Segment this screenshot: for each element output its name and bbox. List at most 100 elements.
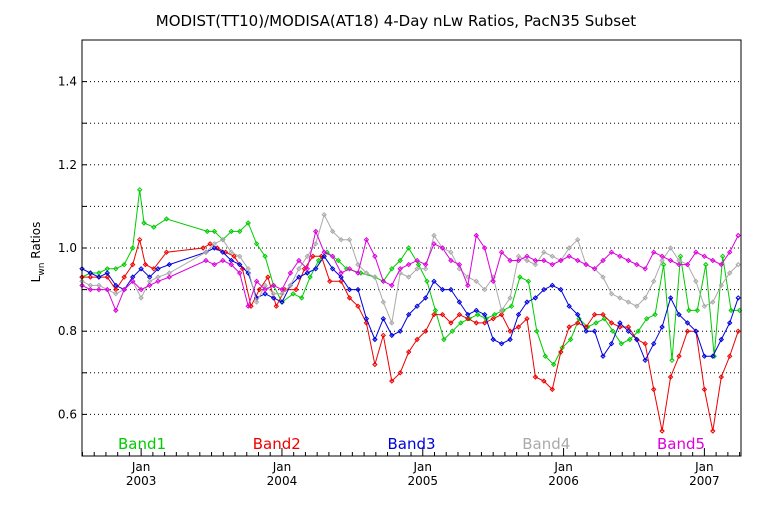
data-point	[684, 320, 691, 326]
data-point	[121, 286, 127, 293]
data-point	[245, 303, 251, 309]
data-point	[422, 295, 429, 301]
data-point	[617, 295, 623, 301]
data-point	[600, 353, 606, 359]
data-point	[634, 303, 640, 309]
data-point	[236, 253, 243, 260]
data-point	[465, 282, 471, 289]
data-point	[346, 286, 353, 293]
data-point	[693, 278, 699, 285]
data-point	[642, 266, 648, 272]
data-point	[532, 295, 539, 301]
data-point	[431, 278, 437, 285]
data-point	[87, 270, 94, 276]
data-point	[625, 328, 632, 334]
data-point	[549, 253, 556, 260]
data-point	[380, 299, 387, 305]
series-band3	[79, 245, 741, 364]
data-point	[312, 241, 319, 247]
series-line	[81, 213, 739, 325]
data-point	[138, 286, 144, 293]
data-point	[363, 315, 370, 322]
data-point	[642, 340, 648, 347]
data-point	[525, 278, 532, 285]
series-band4	[79, 211, 741, 326]
data-point	[515, 257, 522, 264]
data-point	[273, 303, 280, 309]
y-tick-label: 0.6	[58, 407, 77, 421]
data-point	[422, 328, 429, 334]
data-point	[507, 328, 513, 334]
data-point	[405, 261, 412, 268]
data-point	[652, 311, 658, 318]
data-point	[236, 261, 243, 268]
data-point	[650, 249, 657, 255]
data-point	[728, 307, 734, 314]
y-ticks: 0.6 0.8 1.0 1.2 1.4	[58, 39, 87, 421]
data-point	[129, 261, 136, 268]
data-point	[405, 311, 412, 318]
data-point	[449, 328, 456, 334]
data-point	[448, 257, 454, 264]
data-point	[610, 328, 616, 334]
data-point	[481, 311, 488, 318]
data-point	[312, 228, 319, 235]
data-point	[474, 311, 481, 318]
data-point	[676, 311, 682, 318]
data-point	[576, 315, 582, 322]
series-line	[82, 239, 739, 432]
data-point	[415, 261, 422, 268]
data-point	[676, 261, 682, 268]
data-point	[372, 253, 378, 260]
data-point	[228, 228, 235, 235]
data-point	[142, 261, 149, 268]
data-point	[650, 386, 657, 393]
data-point	[634, 261, 640, 268]
data-point	[431, 232, 437, 239]
data-point	[558, 286, 564, 293]
data-point	[270, 295, 277, 301]
data-point	[163, 216, 170, 222]
data-point	[659, 253, 665, 260]
data-point	[481, 286, 488, 293]
x-tick-month: Jan	[272, 460, 292, 474]
data-point	[574, 257, 581, 264]
data-point	[228, 249, 235, 255]
data-point	[694, 307, 701, 314]
data-point	[414, 336, 420, 343]
legend: Band1 Band2 Band3 Band4 Band5	[118, 435, 705, 453]
data-point	[293, 286, 299, 293]
data-point	[559, 345, 565, 351]
legend-item-band2: Band2	[253, 435, 301, 453]
data-point	[517, 274, 523, 280]
series-line	[81, 247, 739, 362]
data-point	[524, 315, 530, 322]
data-point	[591, 266, 598, 272]
data-point	[473, 232, 480, 239]
data-point	[718, 336, 725, 343]
data-point	[718, 374, 725, 380]
data-point	[583, 261, 589, 268]
data-point	[507, 295, 513, 301]
data-point	[389, 266, 395, 272]
data-point	[163, 249, 170, 255]
data-point	[211, 228, 218, 235]
data-point	[405, 245, 412, 251]
series-band5	[79, 228, 741, 314]
data-point	[397, 328, 403, 334]
data-point	[298, 295, 305, 301]
data-point	[498, 311, 505, 318]
y-axis-label-rest: Ratios	[29, 222, 43, 263]
data-point	[659, 428, 665, 434]
data-point	[389, 378, 395, 384]
data-point	[677, 253, 684, 260]
data-point	[228, 261, 235, 268]
data-point	[432, 307, 439, 314]
data-point	[701, 386, 708, 393]
data-point	[574, 311, 581, 318]
data-point	[726, 270, 733, 276]
data-point	[236, 228, 243, 235]
data-point	[735, 261, 741, 268]
